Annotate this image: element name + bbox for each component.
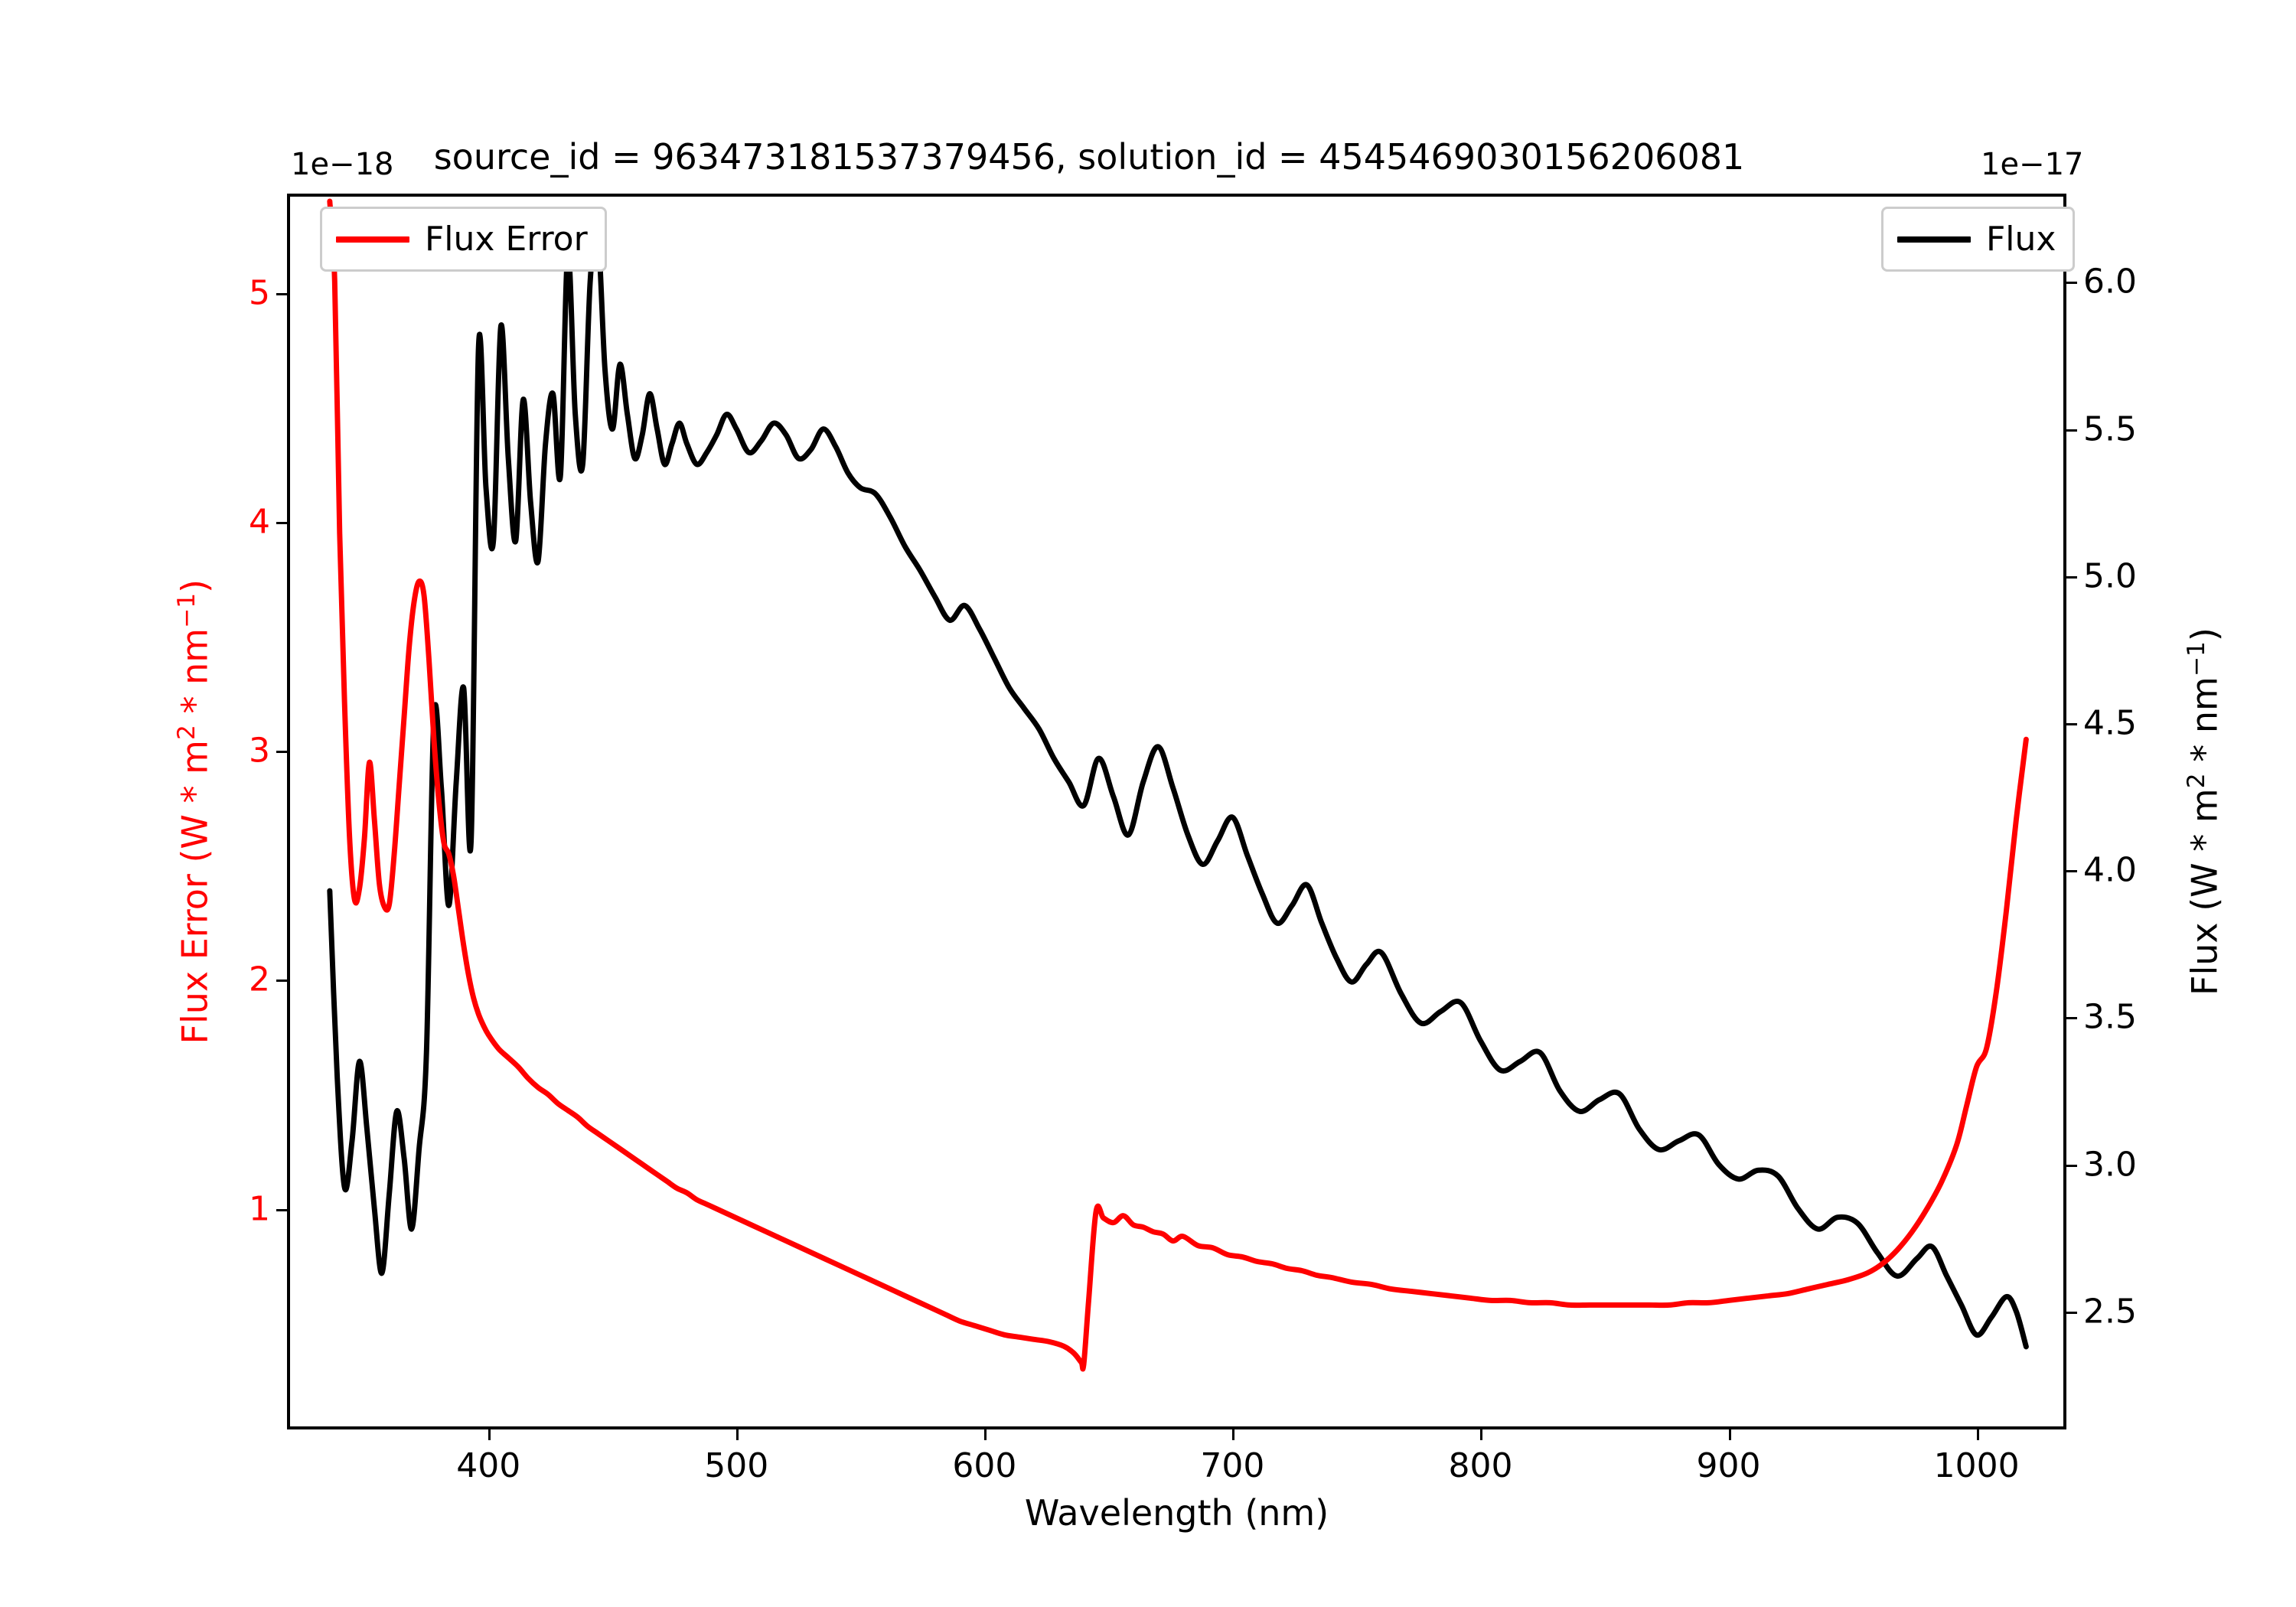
x-tick-label: 900 [1696, 1446, 1761, 1485]
left-y-tick [276, 980, 290, 983]
left-y-tick-label: 2 [249, 960, 270, 999]
legend-flux-error[interactable]: Flux Error [320, 207, 607, 272]
left-y-tick [276, 1208, 290, 1211]
right-y-tick [2063, 429, 2077, 432]
x-tick [488, 1426, 491, 1440]
left-y-tick-label: 3 [249, 731, 270, 771]
plot-axes: 1 2 3 4 5 2.5 3.0 3.5 4.0 4.5 5.0 5.5 6.0 400 500 600… [249, 194, 2137, 1485]
left-y-axis-label-p1: Flux Error (W * m [174, 740, 216, 1045]
left-y-tick-label: 1 [249, 1189, 270, 1229]
left-y-axis-label-p2: * nm [174, 627, 216, 725]
right-y-tick-label: 5.5 [2083, 409, 2137, 449]
left-y-tick [276, 521, 290, 524]
right-y-axis-label-p1: Flux (W * m [2183, 788, 2226, 996]
x-tick [736, 1426, 739, 1440]
right-y-tick-label: 3.5 [2083, 997, 2137, 1037]
right-y-tick-label: 6.0 [2083, 262, 2137, 302]
right-y-tick [2063, 1311, 2077, 1314]
left-y-tick [276, 292, 290, 295]
legend-swatch-flux-error [336, 236, 409, 243]
x-tick-label: 500 [704, 1446, 769, 1485]
x-tick-label: 600 [952, 1446, 1017, 1485]
x-tick-label: 700 [1200, 1446, 1265, 1485]
x-axis-label: Wavelength (nm) [1024, 1492, 1329, 1534]
x-tick-label: 1000 [1933, 1446, 2020, 1485]
x-tick-label: 800 [1448, 1446, 1513, 1485]
x-tick-label: 400 [456, 1446, 521, 1485]
right-y-axis-label-p2: * nm [2183, 676, 2226, 774]
left-y-axis-label-sup2: 2 [173, 725, 201, 741]
x-tick [1480, 1426, 1483, 1440]
legend-swatch-flux [1897, 236, 1971, 243]
right-y-tick [2063, 1164, 2077, 1167]
right-y-tick [2063, 870, 2077, 873]
left-y-axis-label-sup-1: −1 [173, 592, 201, 628]
right-y-axis-label-sup-1: −1 [2183, 641, 2210, 677]
flux-error-line [327, 198, 2029, 1372]
right-y-axis-label-sup2: 2 [2183, 773, 2210, 789]
plot-lines-svg [327, 198, 2029, 1372]
right-y-axis-label-p3: ) [2183, 627, 2226, 642]
legend-flux[interactable]: Flux [1881, 207, 2076, 272]
right-y-tick-label: 3.0 [2083, 1145, 2137, 1185]
x-tick [1976, 1426, 1979, 1440]
legend-label-flux: Flux [1986, 220, 2056, 259]
right-y-tick [2063, 723, 2077, 725]
right-y-tick-label: 2.5 [2083, 1292, 2137, 1332]
right-y-tick [2063, 1017, 2077, 1020]
x-tick [1728, 1426, 1731, 1440]
right-y-tick-label: 5.0 [2083, 556, 2137, 596]
left-y-axis-label: Flux Error (W * m2 * nm−1) [173, 579, 215, 1045]
x-tick [1232, 1426, 1235, 1440]
figure-title: source_id = 963473181537379456, solution… [0, 136, 2296, 178]
left-y-tick-label: 4 [249, 502, 270, 542]
left-y-axis-label-p3: ) [174, 579, 216, 593]
right-y-tick-label: 4.0 [2083, 850, 2137, 890]
left-y-tick [276, 751, 290, 754]
figure-title-text: source_id = 963473181537379456, solution… [433, 136, 1745, 178]
right-y-tick [2063, 282, 2077, 285]
x-tick [984, 1426, 987, 1440]
right-y-tick [2063, 575, 2077, 579]
legend-label-flux-error: Flux Error [425, 220, 588, 259]
left-y-tick-label: 5 [249, 273, 270, 313]
right-axis-offset-text: 1e−17 [1981, 147, 2084, 182]
right-y-tick-label: 4.5 [2083, 703, 2137, 743]
left-axis-offset-text: 1e−18 [291, 147, 394, 182]
flux-line [327, 222, 2029, 1350]
right-y-axis-label: Flux (W * m2 * nm−1) [2183, 627, 2225, 996]
